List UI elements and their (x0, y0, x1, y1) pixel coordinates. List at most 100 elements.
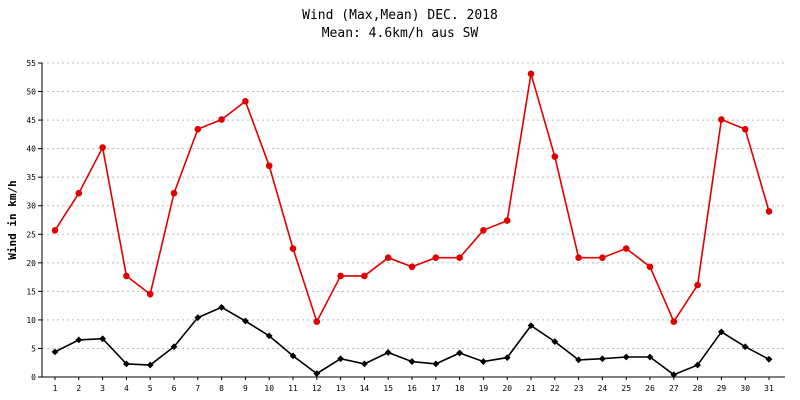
series-2-point (242, 317, 249, 325)
x-tick-label: 19 (479, 384, 489, 393)
series-1-point (527, 70, 535, 78)
x-tick-label: 25 (621, 384, 631, 393)
x-tick-label: 10 (264, 384, 274, 393)
series-2-point (123, 360, 130, 368)
series-2-point (718, 328, 725, 336)
series-1-point (694, 281, 701, 289)
x-tick-label: 22 (550, 384, 560, 393)
series-1-point (242, 97, 249, 105)
x-tick-label: 11 (288, 384, 298, 393)
series-2-point (265, 332, 273, 340)
series-1-point (456, 254, 463, 261)
series-2-point (551, 338, 559, 346)
series-1-point (480, 226, 487, 234)
x-tick-label: 1 (53, 384, 58, 393)
x-tick-label: 9 (243, 384, 248, 393)
y-tick-label: 40 (26, 145, 36, 154)
chart-subtitle: Mean: 4.6km/h aus SW (322, 26, 479, 41)
x-tick-label: 18 (455, 384, 465, 393)
series-2-point (289, 352, 297, 360)
grid-lines (42, 62, 785, 349)
series-1-point (361, 272, 368, 280)
x-tick-label: 3 (100, 384, 105, 393)
series-1-point (670, 318, 678, 325)
y-tick-label: 5 (31, 344, 36, 353)
x-tick-label: 28 (693, 384, 703, 393)
series-2-point (313, 370, 321, 377)
x-tick-label: 6 (172, 384, 177, 393)
x-tick-label: 23 (574, 384, 584, 393)
x-tick-label: 31 (764, 384, 774, 393)
series-1-point (408, 263, 416, 271)
series-2-point (75, 336, 83, 344)
x-tick-label: 12 (312, 384, 322, 393)
series-1-point (646, 263, 654, 271)
series-2-point (337, 355, 344, 363)
series-2-point (146, 361, 154, 369)
x-tick-label: 16 (407, 384, 417, 393)
series-2-point (456, 349, 463, 357)
y-tick-label: 30 (26, 202, 36, 211)
x-tick-label: 29 (717, 384, 727, 393)
series-1-point (503, 217, 511, 224)
series-2-point (765, 355, 773, 363)
series-1-point (265, 162, 273, 170)
series-2-point (575, 356, 582, 364)
x-tick-label: 4 (124, 384, 129, 393)
x-tick-label: 15 (383, 384, 393, 393)
series-2-point (51, 348, 59, 356)
y-tick-label: 15 (26, 287, 36, 296)
series-1-point (622, 245, 630, 252)
series-2-point (646, 353, 654, 361)
series-2-point (218, 303, 225, 311)
x-tick-label: 14 (360, 384, 370, 393)
series-1-point (432, 254, 440, 261)
series-2-point (622, 353, 630, 361)
series-1-point (765, 208, 773, 215)
y-tick-label: 45 (26, 116, 36, 125)
series-1-point (313, 318, 321, 325)
series-2-point (694, 361, 701, 369)
series-1-point (170, 189, 178, 197)
y-tick-label: 0 (31, 373, 36, 382)
series-2-point (670, 371, 678, 379)
series-1-point (99, 144, 106, 151)
x-tick-label: 20 (502, 384, 512, 393)
x-tick-label: 5 (148, 384, 153, 393)
y-tick-label: 50 (26, 88, 36, 97)
x-tick-label: 13 (336, 384, 346, 393)
x-tick-label: 7 (195, 384, 200, 393)
series-2-point (408, 358, 416, 365)
series-2-point (503, 354, 511, 361)
series-1-point (599, 254, 606, 261)
y-tick-label: 10 (26, 316, 36, 325)
series-2-point (741, 343, 749, 351)
series-1-point (146, 290, 154, 298)
series-1-point (575, 254, 582, 261)
x-tick-label: 17 (431, 384, 441, 393)
series-1-point (123, 272, 130, 280)
x-tick-label: 8 (219, 384, 224, 393)
series-1-point (384, 254, 392, 261)
series-1-point (218, 116, 225, 123)
x-tick-label: 30 (740, 384, 750, 393)
x-tick-label: 24 (598, 384, 608, 393)
series-2-point (384, 349, 392, 356)
chart-title: Wind (Max,Mean) DEC. 2018 (302, 8, 498, 23)
series-1-point (337, 272, 344, 280)
series-2-point (361, 360, 368, 368)
series-1-point (75, 189, 83, 197)
x-tick-label: 2 (76, 384, 81, 393)
series-1-point (718, 116, 725, 123)
x-tick-label: 26 (645, 384, 655, 393)
x-tick-label: 21 (526, 384, 536, 393)
data-series (51, 70, 773, 379)
series-2-point (599, 355, 606, 363)
y-tick-label: 35 (26, 173, 36, 182)
series-2-point (480, 358, 487, 365)
series-1-point (551, 153, 559, 160)
series-line-1 (54, 73, 770, 324)
y-tick-label: 55 (26, 59, 36, 68)
